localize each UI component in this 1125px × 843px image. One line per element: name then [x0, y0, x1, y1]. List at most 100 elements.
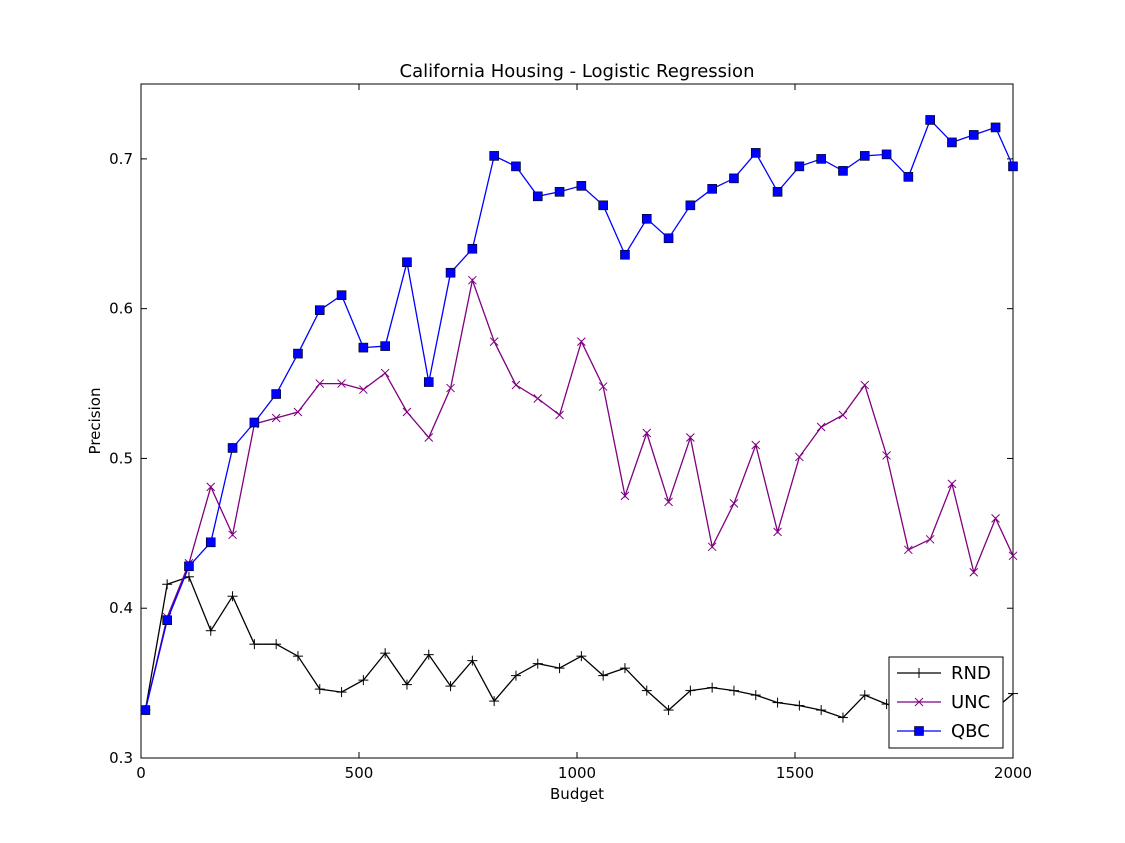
data-point-x	[991, 514, 1000, 523]
data-point-x	[773, 527, 782, 537]
data-point-square	[249, 417, 260, 428]
data-point-square	[968, 130, 979, 140]
data-point-square	[402, 257, 412, 268]
data-point-x	[751, 440, 761, 450]
x-tick-label: 1500	[776, 764, 814, 782]
data-point-x	[380, 368, 390, 378]
data-point-x	[228, 530, 237, 540]
data-point-x	[686, 433, 695, 442]
data-point-square	[620, 249, 630, 260]
data-point-plus	[336, 687, 347, 698]
y-tick-label: 0.5	[109, 449, 133, 467]
legend-item-unc: UNC	[897, 692, 990, 713]
data-point-square	[859, 151, 870, 161]
data-point-square	[293, 348, 303, 359]
data-point-plus	[162, 579, 173, 590]
data-point-square	[227, 443, 238, 453]
data-point-square	[445, 267, 456, 278]
legend-label: UNC	[951, 692, 990, 713]
data-point-plus	[489, 696, 500, 707]
data-point-plus	[554, 663, 565, 674]
data-point-plus	[794, 700, 805, 711]
data-point-square	[641, 214, 652, 224]
legend-label: RND	[951, 663, 991, 684]
series-line-rnd	[144, 575, 1014, 719]
data-point-plus	[576, 651, 587, 662]
legend-label: QBC	[951, 721, 990, 742]
data-point-square	[423, 377, 434, 387]
data-point-x	[620, 491, 630, 501]
legend: RND UNC QBC	[888, 656, 1004, 749]
data-point-square	[140, 705, 151, 715]
data-point-square	[914, 726, 924, 736]
data-point-x	[424, 433, 434, 442]
data-point-square	[947, 137, 957, 148]
data-point-x	[293, 407, 303, 417]
data-point-plus	[598, 670, 609, 681]
data-point-x	[271, 413, 281, 423]
data-point-square	[598, 200, 608, 211]
data-point-square	[707, 184, 717, 194]
data-point-x	[729, 499, 739, 508]
data-point-x	[914, 697, 924, 707]
legend-item-rnd: RND	[897, 663, 991, 684]
y-tick-label: 0.7	[109, 150, 133, 168]
data-point-x	[795, 452, 804, 462]
data-point-x	[489, 337, 499, 346]
data-point-x	[860, 380, 870, 390]
data-point-square	[467, 243, 478, 254]
data-point-square	[772, 187, 783, 197]
data-point-square	[576, 181, 587, 191]
data-point-x	[402, 407, 412, 417]
x-tick-label: 500	[345, 764, 374, 782]
data-point-square	[358, 342, 369, 353]
data-point-square	[729, 173, 739, 184]
data-point-x	[904, 545, 913, 555]
legend-item-qbc: QBC	[897, 721, 990, 742]
data-point-plus	[249, 639, 260, 650]
data-point-x	[446, 383, 455, 393]
data-point-plus	[816, 705, 827, 716]
data-point-plus	[205, 625, 216, 636]
data-point-plus	[401, 679, 412, 690]
data-point-plus	[837, 712, 848, 723]
data-point-x	[598, 382, 608, 391]
data-point-square	[162, 615, 172, 626]
data-point-x	[468, 275, 477, 285]
data-point-plus	[914, 668, 924, 678]
series-line-unc	[144, 277, 1014, 711]
data-point-plus	[663, 705, 674, 716]
data-point-square	[489, 151, 499, 161]
data-point-x	[707, 542, 717, 552]
data-point-plus	[1008, 688, 1018, 699]
x-tick-label: 1000	[558, 764, 596, 782]
y-tick-label: 0.6	[109, 300, 133, 318]
data-point-x	[925, 534, 935, 544]
series-line-qbc	[144, 118, 1014, 711]
data-point-square	[511, 161, 521, 172]
data-point-x	[664, 497, 673, 507]
data-point-square	[1008, 161, 1018, 172]
data-point-x	[511, 380, 521, 390]
data-point-x	[1008, 551, 1018, 561]
series-unc	[141, 275, 1018, 715]
data-point-plus	[619, 663, 630, 674]
data-point-square	[685, 200, 696, 211]
data-point-square	[990, 122, 1001, 133]
data-point-square	[794, 161, 805, 172]
data-point-plus	[358, 675, 369, 686]
data-point-square	[380, 341, 390, 351]
data-point-square	[816, 154, 826, 164]
data-point-x	[577, 337, 586, 346]
data-point-plus	[859, 690, 870, 701]
data-point-square	[663, 233, 674, 244]
data-point-square	[532, 191, 543, 202]
data-point-x	[206, 482, 216, 492]
x-tick-label: 2000	[994, 764, 1032, 782]
data-point-x	[555, 410, 564, 420]
data-point-x	[816, 422, 826, 432]
data-point-square	[271, 389, 281, 399]
data-point-square	[838, 166, 848, 176]
data-point-plus	[772, 697, 783, 708]
